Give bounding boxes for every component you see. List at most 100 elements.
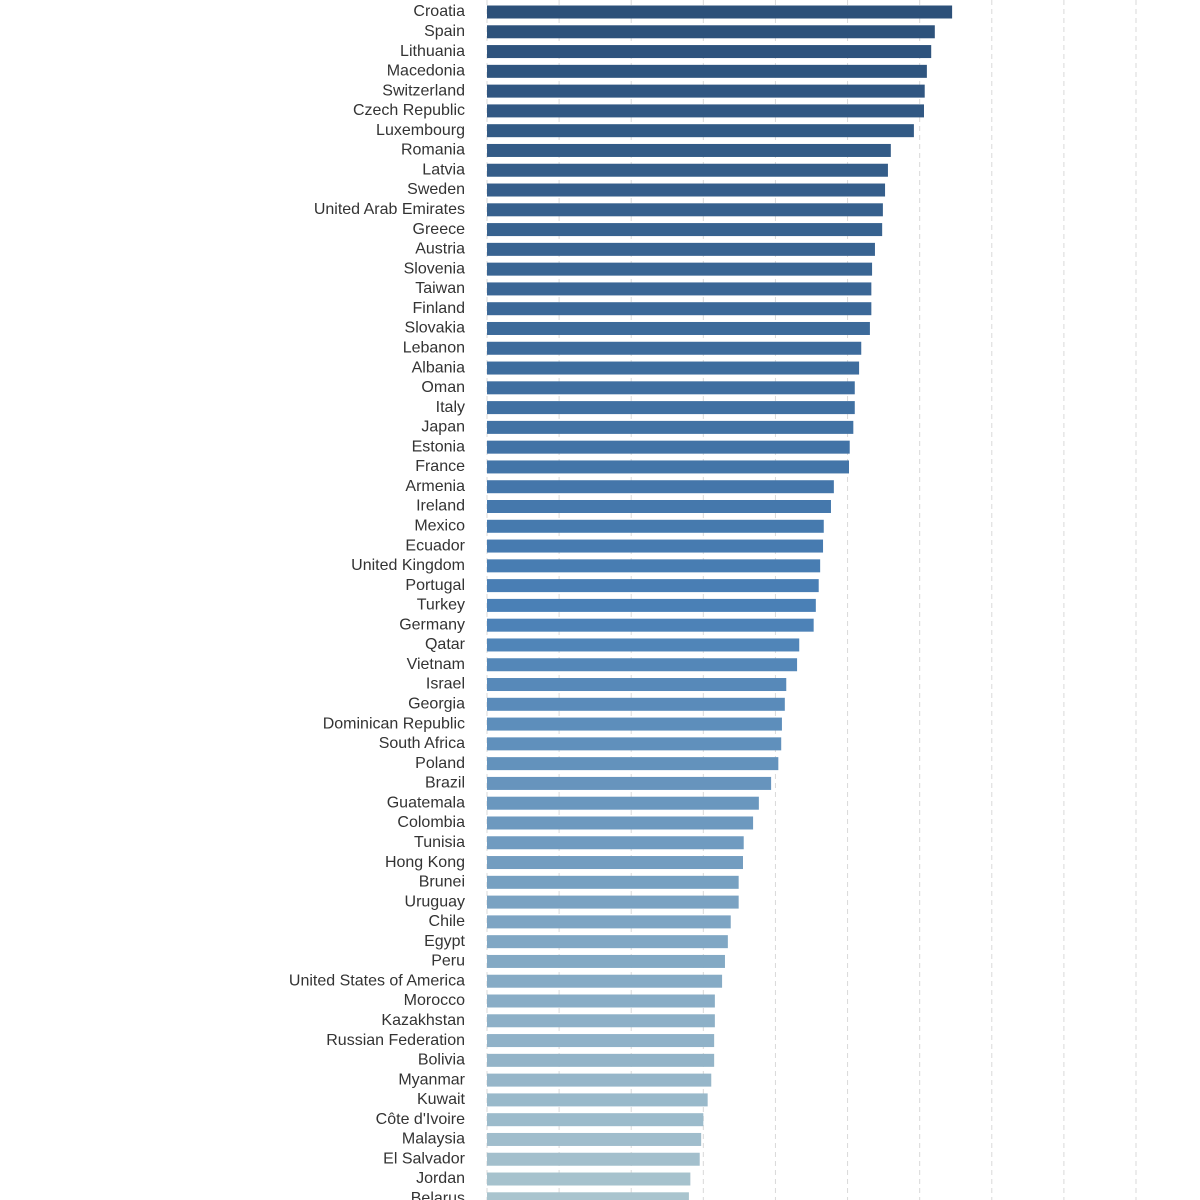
category-label: Colombia	[397, 814, 465, 831]
category-label: Lithuania	[400, 43, 465, 60]
bar	[487, 638, 800, 652]
category-label: Qatar	[425, 636, 466, 653]
category-label: Turkey	[417, 597, 465, 614]
bar	[487, 1034, 715, 1048]
bar	[487, 796, 759, 810]
category-label: Brazil	[425, 775, 465, 792]
category-label: Spain	[424, 23, 465, 40]
category-label: Morocco	[404, 992, 465, 1009]
bar	[487, 1132, 702, 1146]
category-label: Ireland	[416, 498, 465, 515]
category-label: Poland	[415, 755, 465, 772]
category-label: Côte d'Ivoire	[376, 1111, 465, 1128]
category-label: Israel	[426, 676, 465, 693]
bar	[487, 440, 850, 454]
category-label: Japan	[421, 419, 465, 436]
category-label: Brunei	[419, 874, 465, 891]
category-label: Croatia	[413, 3, 465, 20]
category-label: Mexico	[414, 517, 465, 534]
category-label: Myanmar	[398, 1071, 465, 1088]
bar	[487, 856, 743, 870]
category-label: Sweden	[407, 181, 465, 198]
bar	[487, 539, 824, 553]
category-label: Malaysia	[402, 1131, 465, 1148]
category-label: Germany	[399, 616, 465, 633]
bar	[487, 45, 932, 59]
category-label: Macedonia	[387, 63, 465, 80]
bar	[487, 242, 875, 256]
category-label: Russian Federation	[326, 1032, 465, 1049]
bar	[487, 401, 855, 415]
bar	[487, 1192, 689, 1200]
bar	[487, 124, 914, 138]
bar	[487, 420, 854, 434]
bar	[487, 143, 891, 157]
bar	[487, 954, 725, 968]
category-label: Lebanon	[403, 339, 465, 356]
bar	[487, 203, 883, 217]
bar	[487, 302, 872, 316]
category-label: Finland	[413, 300, 465, 317]
category-label: Latvia	[422, 161, 465, 178]
category-label: Slovenia	[404, 260, 465, 277]
category-label: Hong Kong	[385, 854, 465, 871]
bar	[487, 1014, 715, 1028]
bar	[487, 658, 798, 672]
bar	[487, 717, 782, 731]
bar	[487, 5, 953, 19]
bar	[487, 262, 873, 276]
category-label: Chile	[429, 913, 466, 930]
category-label: Guatemala	[387, 794, 465, 811]
category-label: Oman	[421, 379, 465, 396]
category-label: Peru	[431, 953, 465, 970]
bar	[487, 737, 782, 751]
bar	[487, 836, 744, 850]
bar	[487, 559, 821, 573]
bar	[487, 1093, 708, 1107]
category-label: Vietnam	[407, 656, 465, 673]
bar	[487, 1113, 704, 1127]
bar	[487, 500, 831, 513]
bar	[487, 183, 886, 197]
bar	[487, 1152, 700, 1166]
category-label: Egypt	[424, 933, 465, 950]
bar	[487, 1172, 691, 1186]
category-label: Belarus	[411, 1190, 465, 1200]
category-label: United Arab Emirates	[314, 201, 465, 218]
bar	[487, 480, 834, 494]
bar	[487, 678, 787, 692]
bar	[487, 163, 888, 177]
category-label: France	[415, 458, 465, 475]
category-label: Dominican Republic	[323, 715, 465, 732]
category-label: Kuwait	[417, 1091, 466, 1108]
bar	[487, 915, 731, 929]
bar	[487, 341, 862, 355]
bar	[487, 1053, 715, 1067]
category-label: United Kingdom	[351, 557, 465, 574]
bar	[487, 321, 870, 335]
category-label: Czech Republic	[353, 102, 465, 119]
category-label: Kazakhstan	[381, 1012, 465, 1029]
bar	[487, 25, 935, 39]
category-label: Luxembourg	[376, 122, 465, 139]
bar	[487, 697, 785, 711]
bar	[487, 757, 779, 771]
bar	[487, 104, 924, 118]
bar	[487, 579, 819, 593]
category-label: Estonia	[412, 438, 465, 455]
category-label: Georgia	[408, 696, 465, 713]
bar	[487, 618, 814, 632]
bar	[487, 381, 855, 395]
category-label: Bolivia	[418, 1052, 465, 1069]
category-label: Slovakia	[405, 320, 466, 337]
bar	[487, 223, 883, 237]
category-label: Switzerland	[382, 82, 465, 99]
bar	[487, 460, 849, 474]
category-label: Jordan	[416, 1170, 465, 1187]
bar	[487, 1073, 712, 1087]
category-label: Italy	[436, 399, 465, 416]
bar	[487, 994, 715, 1008]
bar	[487, 776, 772, 790]
bar	[487, 895, 739, 909]
category-label: South Africa	[379, 735, 465, 752]
